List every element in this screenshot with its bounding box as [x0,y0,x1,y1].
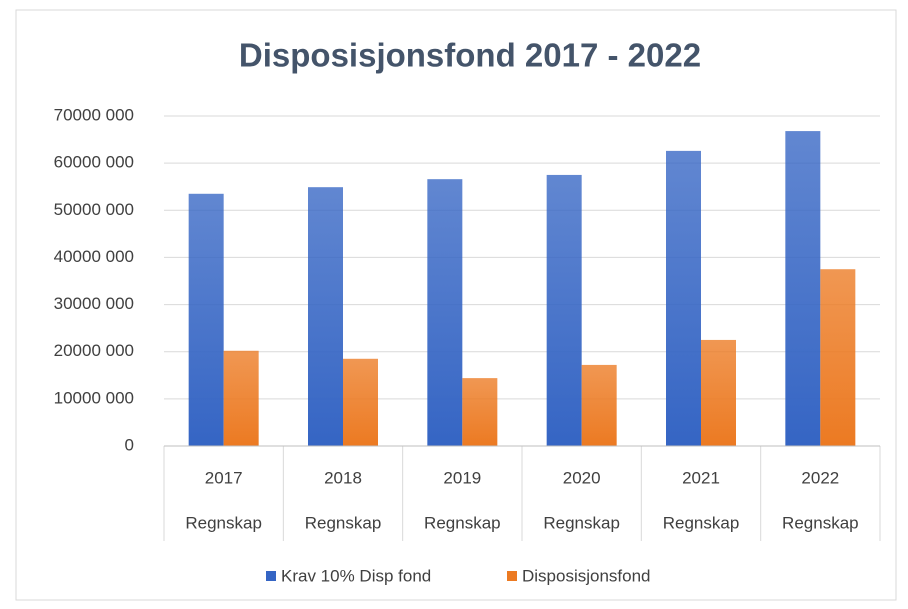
y-tick-label: 30000 000 [54,294,134,313]
bar [223,350,259,446]
y-tick-label: 0 [125,435,134,454]
bar [343,358,378,446]
legend-label: Krav 10% Disp fond [281,566,431,585]
x-group-label: Regnskap [782,513,859,532]
x-tick-label: 2017 [205,468,243,487]
x-tick-label: 2022 [801,468,839,487]
x-group-label: Regnskap [305,513,382,532]
bar [785,131,821,447]
x-group-label: Regnskap [185,513,262,532]
y-tick-label: 10000 000 [54,388,134,407]
bar [462,378,498,446]
bar [188,193,224,446]
x-tick-label: 2020 [563,468,601,487]
bar [308,187,343,446]
legend-label: Disposisjonsfond [522,566,651,585]
y-tick-label: 20000 000 [54,341,134,360]
bar [427,179,463,446]
bar [581,364,617,446]
y-tick-label: 60000 000 [54,153,134,172]
bar [820,269,856,446]
x-tick-label: 2021 [682,468,720,487]
bar [701,339,736,446]
y-tick-label: 40000 000 [54,247,134,266]
bar [546,174,582,446]
chart-title: Disposisjonsfond 2017 - 2022 [239,37,701,74]
y-tick-label: 50000 000 [54,200,134,219]
bar [666,150,701,446]
x-tick-label: 2018 [324,468,362,487]
y-tick-label: 70000 000 [54,105,134,124]
x-group-label: Regnskap [424,513,501,532]
x-group-label: Regnskap [543,513,620,532]
legend-swatch [507,571,517,581]
x-tick-label: 2019 [443,468,481,487]
x-group-label: Regnskap [663,513,740,532]
legend-swatch [266,571,276,581]
